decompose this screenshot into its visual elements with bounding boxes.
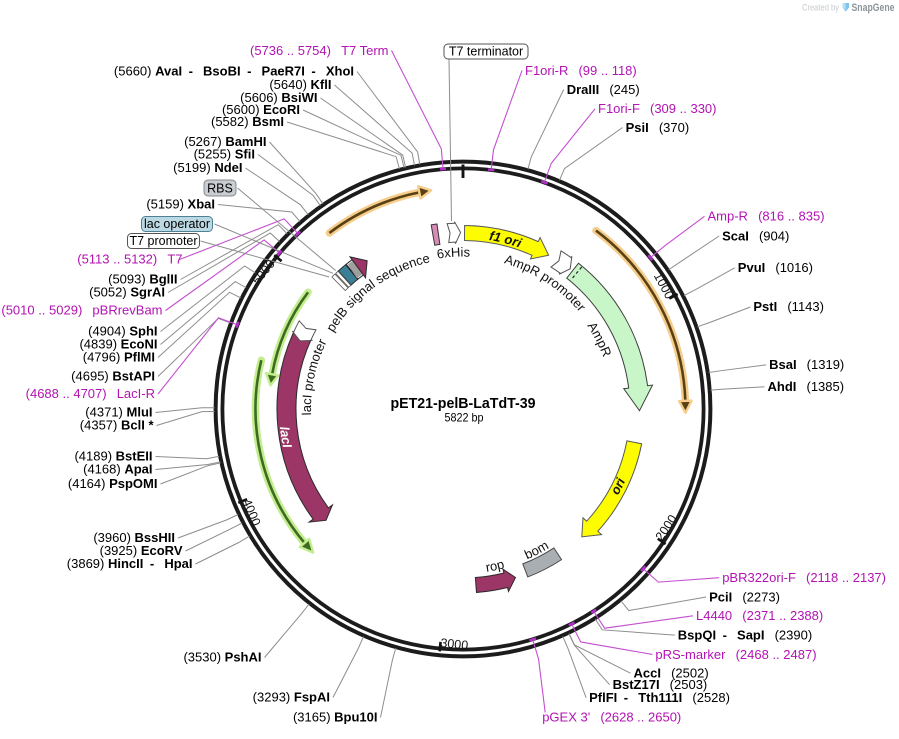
svg-text:(5640) KflI: (5640) KflI bbox=[269, 77, 331, 92]
svg-text:(5736 .. 5754) T7 Term: (5736 .. 5754) T7 Term bbox=[250, 43, 389, 58]
svg-text:5822 bp: 5822 bp bbox=[445, 410, 484, 424]
svg-text:F1ori-F (309 .. 330): F1ori-F (309 .. 330) bbox=[598, 101, 717, 116]
svg-text:(5267) BamHI: (5267) BamHI bbox=[184, 134, 266, 149]
svg-text:L4440 (2371 .. 2388): L4440 (2371 .. 2388) bbox=[696, 608, 823, 623]
svg-text:6xHis: 6xHis bbox=[436, 244, 471, 261]
svg-text:(3530) PshAI: (3530) PshAI bbox=[183, 650, 261, 665]
svg-text:RBS: RBS bbox=[207, 182, 233, 196]
svg-text:(5052) SgrAI: (5052) SgrAI bbox=[89, 285, 165, 300]
svg-text:lacI: lacI bbox=[277, 426, 295, 450]
svg-text:PflFI - Tth111I (2528): PflFI - Tth111I (2528) bbox=[589, 690, 730, 705]
svg-text:(3165) Bpu10I: (3165) Bpu10I bbox=[293, 710, 378, 725]
svg-text:T7 terminator: T7 terminator bbox=[449, 45, 523, 59]
svg-text:(3960) BssHII: (3960) BssHII bbox=[93, 530, 175, 545]
svg-text:pET21-pelB-LaTdT-39: pET21-pelB-LaTdT-39 bbox=[391, 396, 536, 412]
svg-text:(4839) EcoNI: (4839) EcoNI bbox=[79, 337, 157, 352]
svg-text:AccI (2502): AccI (2502) bbox=[634, 666, 709, 681]
svg-text:PsiI (370): PsiI (370) bbox=[626, 120, 690, 135]
svg-text:(5093) BglII: (5093) BglII bbox=[108, 272, 177, 287]
svg-text:(3869) HincII - HpaI: (3869) HincII - HpaI bbox=[67, 556, 193, 571]
svg-text:(4164) PspOMI: (4164) PspOMI bbox=[68, 476, 158, 491]
svg-text:Amp-R (816 .. 835): Amp-R (816 .. 835) bbox=[708, 209, 825, 224]
svg-text:(4189) BstEII: (4189) BstEII bbox=[74, 449, 152, 464]
svg-text:rop: rop bbox=[485, 556, 506, 574]
svg-text:BspQI - SapI (2390): BspQI - SapI (2390) bbox=[678, 628, 812, 643]
svg-text:(4904) SphI: (4904) SphI bbox=[88, 324, 157, 339]
svg-text:(4168) ApaI: (4168) ApaI bbox=[83, 462, 152, 477]
svg-text:pRS-marker (2468 .. 2487): pRS-marker (2468 .. 2487) bbox=[655, 647, 816, 662]
svg-text:(4695) BstAPI: (4695) BstAPI bbox=[71, 369, 155, 384]
svg-text:SnapGene: SnapGene bbox=[852, 2, 895, 14]
svg-text:BstZ17I (2503): BstZ17I (2503) bbox=[613, 677, 708, 692]
svg-text:(5159) XbaI: (5159) XbaI bbox=[146, 197, 215, 212]
svg-text:pBR322ori-F (2118 .. 2137): pBR322ori-F (2118 .. 2137) bbox=[722, 570, 886, 585]
svg-text:T7 promoter: T7 promoter bbox=[129, 234, 197, 248]
svg-text:(4357) BclI *: (4357) BclI * bbox=[80, 418, 155, 433]
svg-text:(4796) PflMI: (4796) PflMI bbox=[83, 350, 155, 365]
svg-text:PstI (1143): PstI (1143) bbox=[753, 299, 824, 314]
svg-text:BsaI (1319): BsaI (1319) bbox=[769, 357, 844, 372]
svg-text:PciI (2273): PciI (2273) bbox=[709, 590, 780, 605]
svg-text:(3293) FspAI: (3293) FspAI bbox=[253, 690, 330, 705]
svg-text:(5606) BsiWI: (5606) BsiWI bbox=[240, 90, 317, 105]
svg-text:F1ori-R (99 .. 118): F1ori-R (99 .. 118) bbox=[525, 63, 637, 78]
svg-text:(4688 .. 4707) LacI-R: (4688 .. 4707) LacI-R bbox=[26, 386, 155, 401]
svg-text:(5199) NdeI: (5199) NdeI bbox=[173, 160, 242, 175]
svg-text:(5113 .. 5132) T7: (5113 .. 5132) T7 bbox=[77, 252, 182, 267]
svg-text:AhdI (1385): AhdI (1385) bbox=[768, 379, 845, 394]
svg-text:PvuI (1016): PvuI (1016) bbox=[738, 260, 813, 275]
svg-text:(5600) EcoRI: (5600) EcoRI bbox=[222, 102, 300, 117]
svg-text:pGEX 3' (2628 .. 2650): pGEX 3' (2628 .. 2650) bbox=[542, 710, 681, 725]
svg-text:(5010 .. 5029) pBRrevBam: (5010 .. 5029) pBRrevBam bbox=[1, 303, 162, 318]
svg-text:(4371) MluI: (4371) MluI bbox=[85, 405, 152, 420]
svg-text:(5255) SfiI: (5255) SfiI bbox=[194, 147, 255, 162]
svg-text:(3925) EcoRV: (3925) EcoRV bbox=[100, 543, 183, 558]
svg-text:lac operator: lac operator bbox=[144, 217, 210, 231]
svg-text:ScaI (904): ScaI (904) bbox=[722, 229, 789, 244]
svg-text:Created by: Created by bbox=[802, 3, 839, 14]
svg-text:(5582) BsmI: (5582) BsmI bbox=[211, 114, 284, 129]
svg-text:(5660) AvaI - BsoBI - PaeR7I: (5660) AvaI - BsoBI - PaeR7I - XhoI bbox=[114, 64, 354, 79]
svg-text:ori: ori bbox=[607, 475, 628, 497]
svg-text:DraIII (245): DraIII (245) bbox=[567, 82, 640, 97]
svg-text:3000: 3000 bbox=[440, 636, 469, 653]
